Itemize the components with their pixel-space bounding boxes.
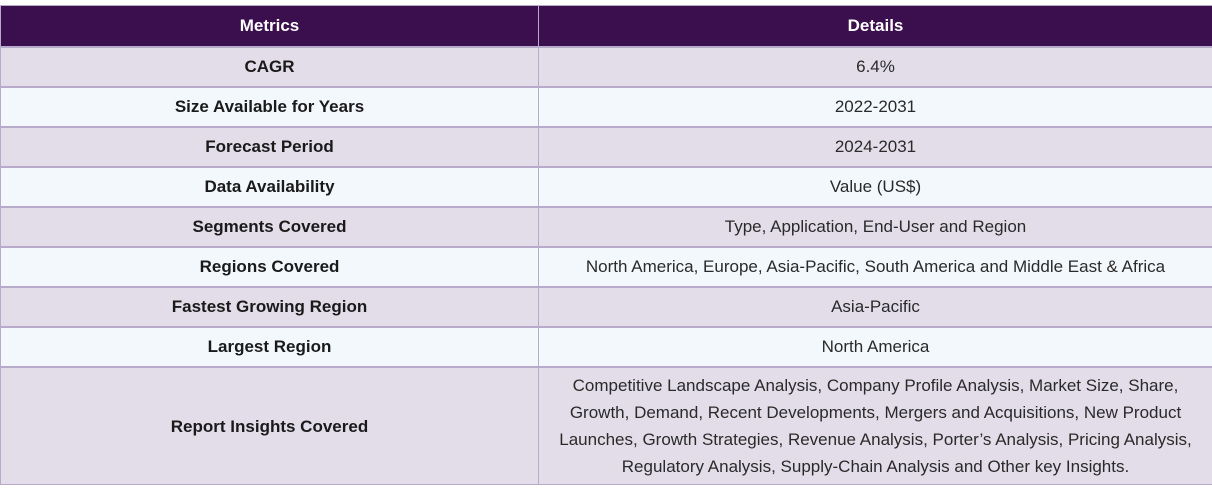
row-metric: CAGR <box>0 46 539 88</box>
row-detail: Asia-Pacific <box>538 286 1212 328</box>
row-detail: North America <box>538 326 1212 368</box>
row-metric: Forecast Period <box>0 126 539 168</box>
row-metric: Largest Region <box>0 326 539 368</box>
row-detail: Type, Application, End-User and Region <box>538 206 1212 248</box>
table-row: Regions Covered North America, Europe, A… <box>0 246 1212 288</box>
header-details: Details <box>538 5 1212 48</box>
table-row: Segments Covered Type, Application, End-… <box>0 206 1212 248</box>
row-detail: Competitive Landscape Analysis, Company … <box>538 366 1212 485</box>
table-row: Fastest Growing Region Asia-Pacific <box>0 286 1212 328</box>
row-metric: Segments Covered <box>0 206 539 248</box>
row-metric: Regions Covered <box>0 246 539 288</box>
table-row: Forecast Period 2024-2031 <box>0 126 1212 168</box>
table-row: Largest Region North America <box>0 326 1212 368</box>
table-row: Size Available for Years 2022-2031 <box>0 86 1212 128</box>
table-row: Data Availability Value (US$) <box>0 166 1212 208</box>
metrics-table: Metrics Details CAGR 6.4% Size Available… <box>0 5 1212 485</box>
table-row: CAGR 6.4% <box>0 46 1212 88</box>
table-row: Report Insights Covered Competitive Land… <box>0 366 1212 485</box>
row-detail: North America, Europe, Asia-Pacific, Sou… <box>538 246 1212 288</box>
row-metric: Report Insights Covered <box>0 366 539 485</box>
row-metric: Size Available for Years <box>0 86 539 128</box>
row-detail: 2022-2031 <box>538 86 1212 128</box>
row-metric: Fastest Growing Region <box>0 286 539 328</box>
header-metrics: Metrics <box>0 5 539 48</box>
row-detail: Value (US$) <box>538 166 1212 208</box>
table-header-row: Metrics Details <box>0 5 1212 48</box>
row-detail: 6.4% <box>538 46 1212 88</box>
row-detail: 2024-2031 <box>538 126 1212 168</box>
row-metric: Data Availability <box>0 166 539 208</box>
